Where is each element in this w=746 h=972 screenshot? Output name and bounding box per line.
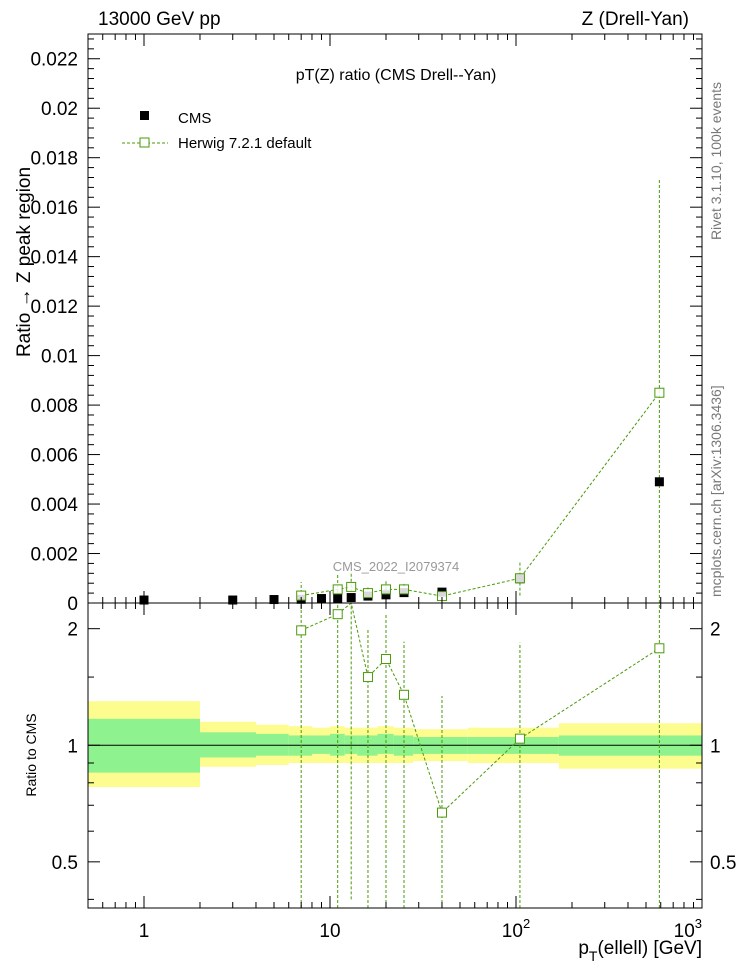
herwig-point bbox=[399, 584, 410, 595]
herwig-point bbox=[346, 581, 357, 592]
ratio-band-inner bbox=[344, 735, 358, 754]
cms-point bbox=[381, 590, 391, 600]
x-tick-label: 1 bbox=[139, 921, 150, 942]
ratio-point bbox=[380, 654, 391, 665]
main-x-axis bbox=[87, 34, 703, 603]
y-tick-label: 0.012 bbox=[30, 297, 78, 318]
ratio-panel: 0.5 0.51 12 2 1 10 102 103 Ratio to CMS pT(ell… bbox=[23, 602, 736, 964]
y-tick-label: 0.02 bbox=[41, 99, 78, 120]
ratio-y-tick-label-right: 2 bbox=[710, 620, 721, 641]
y-tick-label: 0.002 bbox=[30, 545, 78, 566]
herwig-point bbox=[332, 584, 343, 595]
ratio-point bbox=[436, 807, 447, 818]
y-tick-label: 0.006 bbox=[30, 446, 78, 467]
ratio-band-inner bbox=[377, 733, 394, 754]
rivet-label: Rivet 3.1.10, 100k events bbox=[708, 82, 724, 240]
y-tick-label: 0.016 bbox=[30, 198, 78, 219]
y-tick-label: 0 bbox=[67, 594, 78, 615]
herwig-point bbox=[514, 573, 525, 584]
legend-cms-marker bbox=[140, 111, 149, 120]
herwig-point bbox=[654, 387, 665, 398]
ratio-plot-layer bbox=[88, 602, 702, 908]
y-tick-label: 0.022 bbox=[30, 50, 78, 71]
x-tick-label: 10 bbox=[319, 921, 340, 942]
ratio-point bbox=[399, 689, 410, 700]
ratio-y-tick-label-right: 0.5 bbox=[710, 853, 736, 874]
ratio-band-inner bbox=[311, 735, 330, 754]
y-tick-label: 0.018 bbox=[30, 149, 78, 170]
herwig-point bbox=[362, 588, 373, 599]
legend: CMS Herwig 7.2.1 default bbox=[122, 110, 312, 152]
header-left: 13000 GeV pp bbox=[98, 9, 221, 30]
main-panel: 0 0.002 0.004 0.006 0.008 0.01 0.012 0.014 0.016… bbox=[14, 33, 703, 615]
ratio-panel-frame bbox=[87, 602, 703, 909]
ratio-point bbox=[332, 609, 343, 620]
legend-herwig-label: Herwig 7.2.1 default bbox=[178, 135, 312, 152]
ratio-y-tick-label: 2 bbox=[67, 620, 78, 641]
cms-point bbox=[654, 477, 664, 487]
main-y-axis: 0 0.002 0.004 0.006 0.008 0.01 0.012 0.014 0.016… bbox=[30, 38, 702, 615]
y-tick-label: 0.014 bbox=[30, 248, 78, 269]
legend-herwig-marker bbox=[139, 137, 150, 148]
ratio-y-tick-label: 0.5 bbox=[52, 853, 78, 874]
mcplots-label: mcplots.cern.ch [arXiv:1306.3436] bbox=[708, 385, 724, 597]
y-tick-label: 0.008 bbox=[30, 396, 78, 417]
ratio-point bbox=[654, 643, 665, 654]
main-y-label: Ratio → Z peak region bbox=[14, 167, 35, 357]
x-tick-exponent: 3 bbox=[695, 916, 702, 931]
header-right: Z (Drell-Yan) bbox=[582, 9, 689, 30]
herwig-point bbox=[380, 584, 391, 595]
y-tick-label: 0.01 bbox=[41, 347, 78, 368]
ratio-point bbox=[362, 672, 373, 683]
ratio-y-axis: 0.5 0.5 1 1 2 2 bbox=[52, 620, 736, 900]
main-plot-layer bbox=[139, 179, 665, 605]
main-title: pT(Z) ratio (CMS Drell--Yan) bbox=[296, 67, 497, 84]
cms-point bbox=[346, 593, 356, 603]
x-tick-exponent: 2 bbox=[523, 916, 530, 931]
cms-point bbox=[333, 593, 343, 603]
ratio-point bbox=[514, 733, 525, 744]
ratio-y-tick-label: 1 bbox=[67, 736, 78, 757]
watermark: CMS_2022_I2079374 bbox=[333, 559, 460, 574]
ratio-y-tick-label-right: 1 bbox=[710, 736, 721, 757]
ratio-y-label: Ratio to CMS bbox=[23, 713, 39, 796]
legend-cms-label: CMS bbox=[178, 110, 211, 127]
ratio-point bbox=[296, 625, 307, 636]
y-tick-label: 0.004 bbox=[30, 495, 78, 516]
